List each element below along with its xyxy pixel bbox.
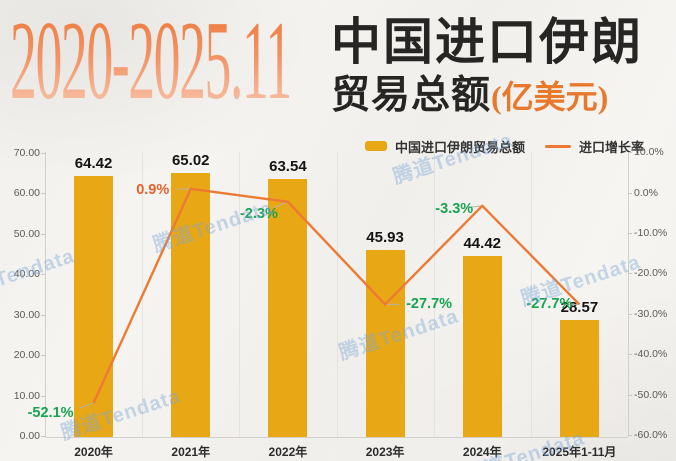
y-axis-right-tick-label: -20.0% [634, 267, 668, 280]
y-axis-left-tick-mark [41, 355, 45, 357]
y-axis-right-tick-mark [628, 273, 632, 275]
trade-volume-bar [559, 320, 599, 437]
trade-volume-bar [74, 175, 114, 437]
legend-line-swatch-icon [545, 144, 572, 148]
y-axis-right-tick-label: -50.0% [634, 388, 668, 401]
main-title-line1: 中国进口伊朗 [331, 14, 643, 70]
bar-value-label: 65.02 [171, 152, 210, 170]
y-axis-right-tick-mark [628, 232, 632, 234]
x-axis-category-label: 2022年 [268, 445, 308, 459]
main-title-line2: 贸易总额(亿美元) [331, 73, 671, 120]
y-axis-left-tick-label: 40.00 [13, 268, 40, 281]
y-axis-right-tick-mark [628, 313, 632, 315]
growth-rate-label: -52.1% [27, 404, 74, 421]
chart-gridline-vertical [336, 152, 338, 437]
y-axis-right-tick-mark [628, 434, 632, 436]
y-axis-left-tick-label: 70.00 [13, 146, 40, 159]
y-axis-left-tick-label: 50.00 [13, 227, 40, 240]
y-axis-left-tick-mark [41, 314, 45, 316]
y-axis-right-tick-label: -30.0% [634, 307, 668, 320]
y-axis-right-tick-mark [628, 394, 632, 396]
trade-volume-bar [171, 173, 211, 437]
y-axis-left-tick-mark [41, 436, 45, 437]
trade-volume-bar [365, 250, 405, 437]
y-axis-right-tick-mark [628, 192, 632, 194]
bar-value-label: 64.42 [74, 154, 113, 172]
y-axis-left-tick-mark [41, 193, 45, 195]
y-axis-left-tick-mark [41, 395, 45, 397]
y-axis-left-tick-label: 0.00 [19, 430, 40, 442]
legend-bar-label: 中国进口伊朗贸易总额 [395, 139, 526, 155]
y-axis-left-line [45, 152, 46, 437]
x-axis-category-label: 2021年 [171, 445, 211, 459]
chart-gridline-vertical [239, 152, 241, 437]
x-axis-category-label: 2020年 [74, 445, 113, 459]
date-range-title: 2020-2025.11 [10, 0, 292, 123]
x-axis-category-label: 2025年1-11月 [542, 445, 617, 459]
main-title-unit: (亿美元) [491, 79, 609, 115]
y-axis-left-tick-mark [41, 233, 45, 235]
y-axis-right-tick-mark [628, 354, 632, 356]
growth-rate-label: 0.9% [136, 181, 170, 198]
growth-rate-label: -27.7% [406, 296, 453, 313]
growth-rate-label: -27.7% [526, 296, 573, 313]
bar-value-label: 44.42 [463, 235, 502, 253]
main-title: 中国进口伊朗 贸易总额(亿美元) [331, 13, 671, 120]
trade-volume-bar [462, 256, 502, 437]
y-axis-left-tick-label: 10.00 [13, 389, 40, 402]
x-axis-category-label: 2024年 [462, 445, 502, 459]
x-axis-category-label: 2023年 [365, 445, 405, 459]
growth-rate-label: -3.3% [435, 200, 474, 217]
y-axis-right-tick-label: 0.0% [634, 186, 658, 199]
y-axis-left-tick-mark [41, 274, 45, 276]
bar-value-label: 63.54 [269, 158, 307, 176]
bar-value-label: 45.93 [366, 229, 404, 247]
y-axis-right-tick-label: -60.0% [634, 428, 668, 441]
chart-legend: 中国进口伊朗贸易总额 进口增长率 [365, 136, 656, 156]
main-title-line2-text: 贸易总额 [331, 74, 492, 117]
growth-rate-label: -2.3% [239, 205, 278, 222]
y-axis-right-tick-label: -10.0% [634, 226, 668, 239]
y-axis-right-tick-label: -40.0% [634, 348, 668, 361]
legend-bar-swatch-icon [365, 141, 387, 151]
y-axis-right-tick-mark [628, 152, 632, 154]
x-axis-line [45, 437, 628, 438]
legend-line-label: 进口增长率 [579, 139, 645, 155]
y-axis-right-line [628, 152, 629, 437]
y-axis-left-tick-label: 30.00 [13, 308, 40, 321]
y-axis-right-tick-label: 10.0% [634, 146, 664, 159]
y-axis-left-tick-label: 20.00 [13, 349, 40, 362]
y-axis-left-tick-mark [41, 152, 45, 154]
y-axis-left-tick-label: 60.00 [13, 187, 40, 200]
chart-gridline-vertical [433, 152, 435, 437]
chart-gridline-vertical [530, 152, 532, 437]
